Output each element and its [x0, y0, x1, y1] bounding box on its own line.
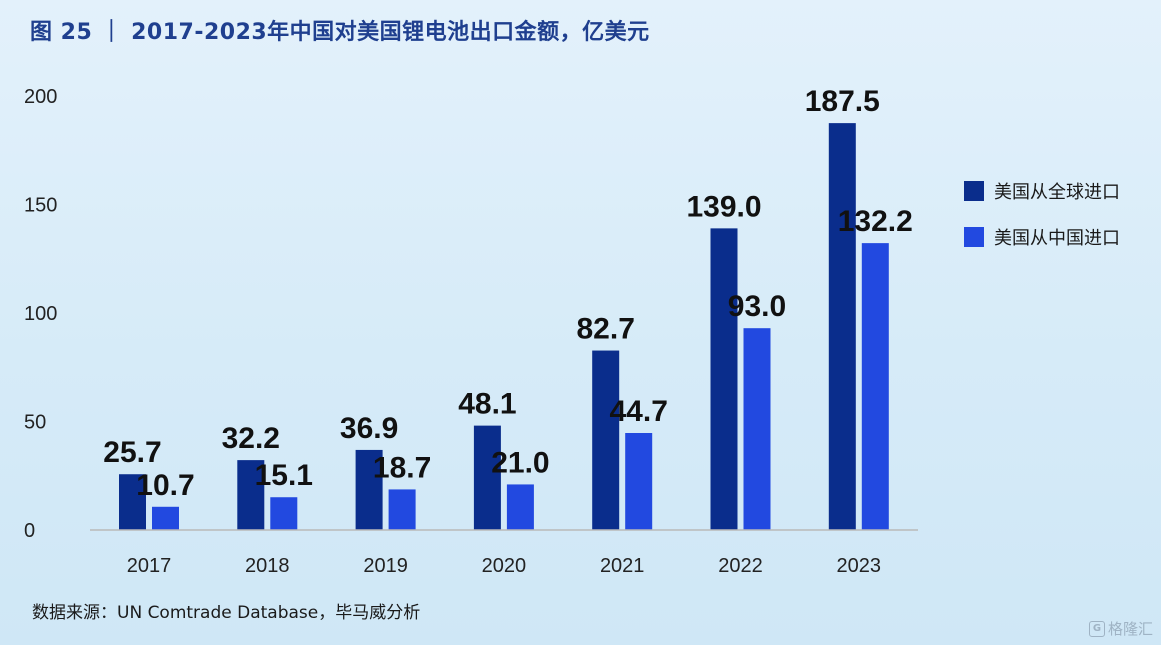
data-label: 32.2: [222, 422, 280, 455]
x-axis: 2017 2018 2019 2020 2021 2022 2023: [90, 529, 918, 577]
bar-global-2023: [828, 123, 856, 530]
bar-global-2022: [710, 228, 738, 530]
legend-label: 美国从全球进口: [994, 182, 1120, 203]
y-tick-label: 150: [24, 195, 57, 217]
data-label: 10.7: [136, 469, 194, 502]
bar-china-2021: [625, 433, 653, 530]
x-tick-label: 2020: [482, 555, 527, 577]
data-label: 93.0: [728, 290, 786, 323]
bar-global-2021: [592, 350, 620, 530]
x-tick-label: 2023: [837, 555, 882, 577]
data-label: 48.1: [458, 388, 516, 421]
bar-china-2020: [506, 484, 534, 530]
data-label: 25.7: [103, 436, 161, 469]
x-tick-label: 2017: [127, 555, 172, 577]
x-tick-label: 2018: [245, 555, 290, 577]
legend-label: 美国从中国进口: [994, 228, 1120, 249]
bar-global-2018: [237, 460, 265, 530]
legend-swatch: [964, 181, 984, 201]
data-label: 82.7: [577, 313, 635, 346]
data-label: 36.9: [340, 412, 398, 445]
y-tick-label: 0: [24, 520, 35, 542]
data-label: 187.5: [805, 85, 880, 118]
y-axis: 0 50 100 150 200: [24, 86, 57, 542]
watermark-text: 格隆汇: [1107, 620, 1153, 638]
data-label: 139.0: [686, 190, 761, 223]
data-label: 18.7: [373, 451, 431, 484]
data-label: 44.7: [610, 395, 668, 428]
bar-china-2022: [743, 328, 771, 530]
bar-china-2019: [388, 489, 416, 530]
chart-title: 图 25 ｜ 2017-2023年中国对美国锂电池出口金额，亿美元: [30, 20, 650, 45]
bar-global-2020: [473, 425, 501, 530]
bar-china-2018: [270, 497, 298, 530]
bar-global-2019: [355, 449, 383, 530]
bars: [119, 123, 889, 530]
watermark-logo-icon: G: [1088, 620, 1105, 637]
x-tick-label: 2021: [600, 555, 645, 577]
data-label: 132.2: [838, 205, 913, 238]
watermark: G 格隆汇: [1088, 618, 1153, 639]
data-label: 15.1: [255, 459, 313, 492]
y-tick-label: 200: [24, 86, 57, 108]
bar-global-2017: [119, 474, 146, 530]
source-note: 数据来源：UN Comtrade Database，毕马威分析: [32, 603, 421, 623]
y-tick-label: 100: [24, 303, 57, 325]
legend-swatch: [964, 227, 984, 247]
bar-china-2017: [152, 506, 179, 530]
x-tick-label: 2022: [718, 555, 763, 577]
bar-china-2023: [861, 243, 889, 530]
data-label: 21.0: [491, 446, 549, 479]
x-tick-label: 2019: [363, 555, 408, 577]
data-labels: 25.710.7 32.2 15.1 36.9 18.7 48.1 21.0 82.7 44.7…: [103, 85, 913, 502]
y-tick-label: 50: [24, 412, 46, 434]
